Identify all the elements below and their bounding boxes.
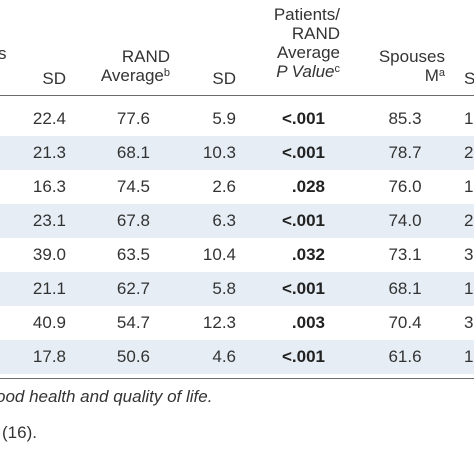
cell-sd-2: 6.3 xyxy=(212,211,236,230)
header-pv-line3: Average xyxy=(276,43,340,62)
cell-sd-2: 10.4 xyxy=(202,245,236,264)
table-row: 21.1 62.7 5.8 <.001 68.1 1 xyxy=(0,272,474,306)
cell-spouses: 68.1 xyxy=(388,279,422,298)
cell-pvalue: <.001 xyxy=(281,347,325,366)
table-row: 40.9 54.7 12.3 .003 70.4 3 xyxy=(0,306,474,340)
header-pvalue: Patients/ RAND Average P Valuec xyxy=(250,5,340,81)
clipped-header-left: s xyxy=(0,44,7,63)
cell-rand-average: 63.5 xyxy=(116,245,150,264)
cell-clipped-edge: 1 xyxy=(464,177,474,196)
cell-spouses: 73.1 xyxy=(388,245,422,264)
cell-rand-average: 77.6 xyxy=(116,109,150,128)
cell-spouses: 78.7 xyxy=(388,143,422,162)
cell-sd-1: 23.1 xyxy=(32,211,66,230)
cell-spouses: 76.0 xyxy=(388,177,422,196)
cell-sd-2: 10.3 xyxy=(202,143,236,162)
cell-clipped-edge: 2 xyxy=(464,211,474,230)
cell-spouses: 61.6 xyxy=(388,347,422,366)
cell-clipped-edge: 1 xyxy=(464,279,474,298)
cell-sd-1: 16.3 xyxy=(32,177,66,196)
header-rule xyxy=(0,95,474,96)
header-rand-sup: b xyxy=(163,67,170,79)
cell-clipped-edge: 2 xyxy=(464,143,474,162)
table-row: 39.0 63.5 10.4 .032 73.1 3 xyxy=(0,238,474,272)
header-sd-2: SD xyxy=(212,69,236,88)
table-row: 23.1 67.8 6.3 <.001 74.0 2 xyxy=(0,204,474,238)
cell-rand-average: 68.1 xyxy=(116,143,150,162)
cell-sd-1: 39.0 xyxy=(32,245,66,264)
cell-sd-1: 40.9 xyxy=(32,313,66,332)
table-row: 21.3 68.1 10.3 <.001 78.7 2 xyxy=(0,136,474,170)
cell-pvalue: <.001 xyxy=(281,279,325,298)
cell-pvalue: <.001 xyxy=(281,109,325,128)
cell-spouses: 74.0 xyxy=(388,211,422,230)
header-pv-line4: P Valuec xyxy=(276,62,341,81)
cell-sd-1: 22.4 xyxy=(32,109,66,128)
cell-pvalue: .032 xyxy=(291,245,325,264)
cell-pvalue: <.001 xyxy=(281,143,325,162)
cell-sd-2: 12.3 xyxy=(202,313,236,332)
cell-sd-2: 5.8 xyxy=(212,279,236,298)
header-pv-line1: Patients/ xyxy=(273,5,340,24)
cell-sd-2: 2.6 xyxy=(212,177,236,196)
cell-pvalue: <.001 xyxy=(281,211,325,230)
header-spouses: Spouses Ma xyxy=(355,47,445,85)
cell-sd-1: 21.3 xyxy=(32,143,66,162)
cell-sd-2: 4.6 xyxy=(212,347,236,366)
header-pv-sup: c xyxy=(334,63,341,75)
cell-rand-average: 54.7 xyxy=(116,313,150,332)
cell-clipped-edge: 1 xyxy=(464,347,474,366)
cell-rand-average: 67.8 xyxy=(116,211,150,230)
cell-rand-average: 62.7 xyxy=(116,279,150,298)
cell-sd-1: 17.8 xyxy=(32,347,66,366)
header-rand-line2: Averageb xyxy=(100,66,170,85)
header-rand-average: RAND Averageb xyxy=(80,47,170,85)
table-row: 16.3 74.5 2.6 .028 76.0 1 xyxy=(0,170,474,204)
footnote-line-1: ood health and quality of life. xyxy=(0,387,213,406)
cell-rand-average: 50.6 xyxy=(116,347,150,366)
table-row: 17.8 50.6 4.6 <.001 61.6 1 xyxy=(0,340,474,374)
cell-clipped-edge: 3 xyxy=(464,245,474,264)
cell-sd-2: 5.9 xyxy=(212,109,236,128)
cell-clipped-edge: 1 xyxy=(464,109,474,128)
header-pv-line2: RAND xyxy=(291,24,340,43)
header-sp-sup: a xyxy=(438,67,445,79)
table-bottom-rule xyxy=(0,378,474,379)
cell-clipped-edge: 3 xyxy=(464,313,474,332)
header-rand-line1: RAND xyxy=(121,47,170,66)
clipped-header-right: S xyxy=(464,69,474,88)
cell-sd-1: 21.1 xyxy=(32,279,66,298)
cell-spouses: 70.4 xyxy=(388,313,422,332)
cell-pvalue: .028 xyxy=(291,177,325,196)
header-sp-line1: Spouses xyxy=(378,47,445,66)
table-row: 22.4 77.6 5.9 <.001 85.3 1 xyxy=(0,102,474,136)
header-sd-1: SD xyxy=(42,69,66,88)
cell-pvalue: .003 xyxy=(291,313,325,332)
cell-rand-average: 74.5 xyxy=(116,177,150,196)
header-sp-line2: Ma xyxy=(424,66,445,85)
footnote-line-2: (16). xyxy=(2,423,37,442)
cell-spouses: 85.3 xyxy=(388,109,422,128)
